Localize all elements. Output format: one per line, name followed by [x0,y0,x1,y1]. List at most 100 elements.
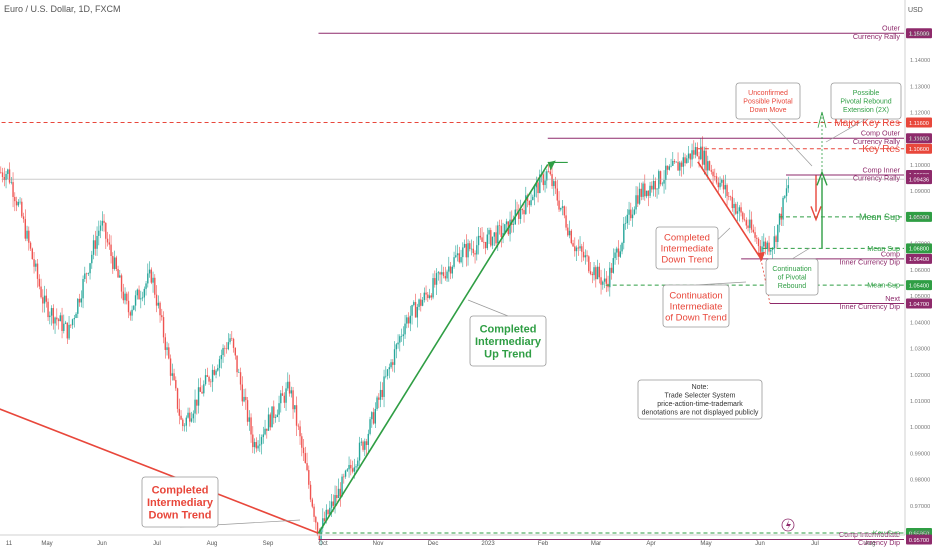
lightning-icon [781,518,795,532]
candle-body [280,393,282,404]
time-tick-label: Jun [97,541,107,547]
candle-body [220,355,222,360]
level-label: Key Sup [873,528,900,537]
candle [523,203,525,223]
candle [159,301,161,323]
candle [199,377,201,393]
candle-body [609,267,611,288]
candle [708,160,711,171]
candle-body [598,266,600,278]
candle-body [136,289,138,296]
candle [633,206,635,216]
candle [420,292,422,312]
candle [42,289,44,313]
candle-body [465,243,467,258]
candle-body [150,269,152,283]
callout-text: Rebound [778,283,807,290]
candle [8,162,11,185]
candle [350,459,352,476]
candle-body [477,235,480,246]
candle-body [154,277,156,295]
price-tick-label: 1.05000 [910,294,930,300]
candle [225,342,228,354]
candle [360,437,362,446]
level-label: Currency Rally [853,137,901,146]
candle [267,407,270,431]
candle-body [162,317,165,338]
candle-body [99,225,102,231]
candle-body [378,397,380,400]
candle-body [61,315,63,331]
candle-body [589,271,592,274]
candle-body [535,182,537,188]
candle-body [63,323,65,331]
candle [728,192,730,201]
level-price-badge-text: 1.10600 [909,147,929,153]
candle [19,197,21,205]
price-tick-label: 1.15000 [910,32,930,38]
candle [85,272,88,284]
candle-body [98,230,100,236]
candle [49,311,51,325]
candle-body [411,305,413,316]
candle [343,473,345,484]
candle [388,363,390,379]
candle-body [761,246,763,252]
candle [768,235,770,256]
candle-body [115,257,117,270]
candle-body [26,230,28,239]
candle [250,413,252,443]
candle-body [736,211,739,214]
level-label: Outer [882,24,901,33]
candle [28,226,30,251]
candle [70,324,72,329]
candle-body [691,150,693,160]
candle-body [759,246,761,252]
candle-body [421,299,424,306]
candle [241,376,243,406]
level-label: Comp [881,249,900,258]
candle-body [155,294,158,306]
candle-body [238,372,240,373]
candle [484,241,487,255]
candle [52,304,54,330]
candle [38,274,40,290]
candle-body [404,323,406,335]
candle [292,387,294,419]
candle [362,440,364,452]
candle [703,146,705,175]
candle [315,515,317,530]
candle-body [458,253,460,263]
candle-body [719,182,721,188]
candle [239,367,242,391]
candle-body [631,214,634,219]
candle [504,223,506,234]
candle [663,170,665,194]
candle [572,239,574,247]
candle [428,288,431,300]
candle-body [612,258,614,273]
time-tick-label: Feb [538,541,549,547]
candle [141,291,144,302]
candle [148,261,151,278]
candle [621,241,623,255]
candle [705,146,707,174]
candle-body [262,434,264,438]
candle-body [52,308,54,324]
candle [665,157,667,190]
price-tick-label: 0.98000 [910,478,930,484]
candle [208,375,210,386]
candle [14,192,16,212]
candle [453,251,455,269]
candle-body [563,206,565,216]
candle [339,482,341,507]
candle-body [0,172,2,173]
candle-body [334,495,336,506]
candle-body [101,220,103,226]
candle [204,368,207,386]
level-price-badge-text: 1.09436 [909,177,929,183]
candle-body [259,444,261,446]
candle-body [626,214,628,224]
candle [252,426,254,454]
